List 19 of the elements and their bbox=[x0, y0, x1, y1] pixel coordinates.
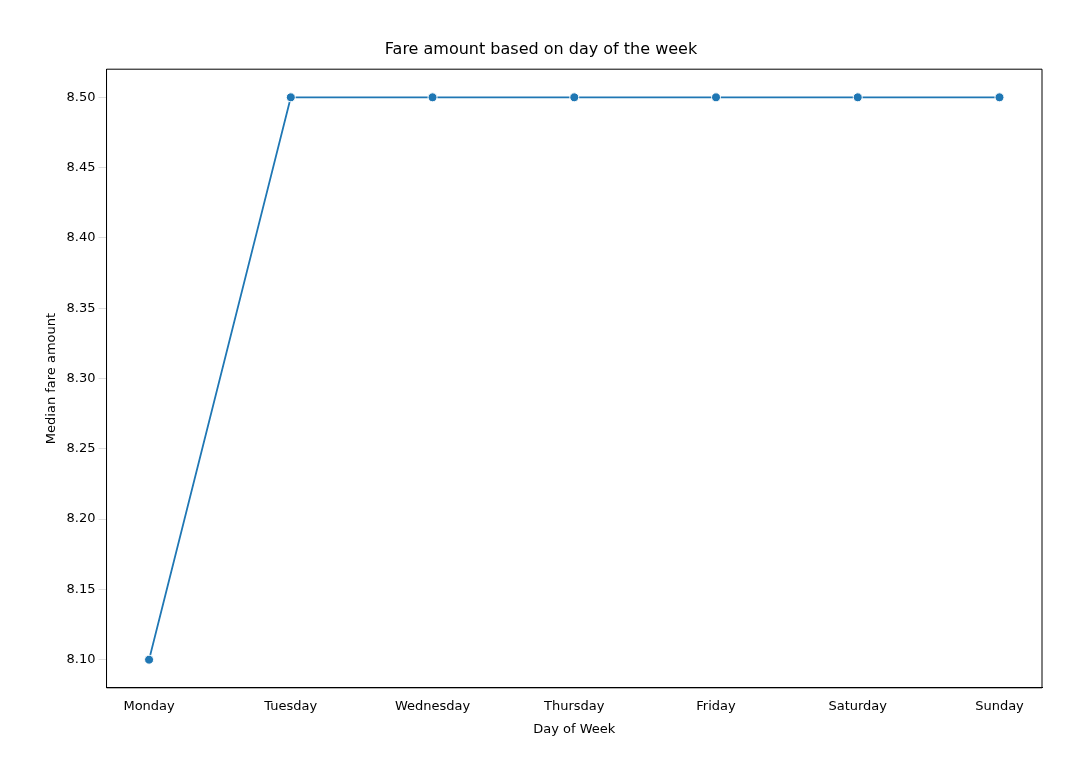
x-tick-label: Sunday bbox=[975, 697, 1025, 713]
y-tick-label: 8.15 bbox=[66, 580, 96, 596]
y-tick-label: 8.10 bbox=[66, 651, 96, 667]
y-tick-label: 8.40 bbox=[66, 229, 96, 245]
x-tick-label: Thursday bbox=[543, 697, 605, 713]
x-tick-label: Tuesday bbox=[263, 697, 318, 713]
x-tick-label: Wednesday bbox=[394, 697, 471, 713]
x-tick-label: Saturday bbox=[828, 697, 888, 713]
x-axis-title: Day of Week bbox=[533, 720, 616, 736]
y-tick-label: 8.25 bbox=[66, 440, 96, 456]
y-axis-title: Median fare amount bbox=[43, 312, 59, 445]
x-tick-label: Monday bbox=[123, 697, 176, 713]
y-tick-label: 8.30 bbox=[66, 369, 96, 385]
y-tick-label: 8.45 bbox=[66, 158, 96, 174]
y-tick-label: 8.35 bbox=[66, 299, 96, 315]
x-tick-label: Friday bbox=[696, 697, 737, 713]
y-tick-label: 8.20 bbox=[66, 510, 96, 526]
y-tick-label: 8.50 bbox=[66, 88, 96, 104]
chart-title: Fare amount based on day of the week bbox=[384, 38, 698, 58]
